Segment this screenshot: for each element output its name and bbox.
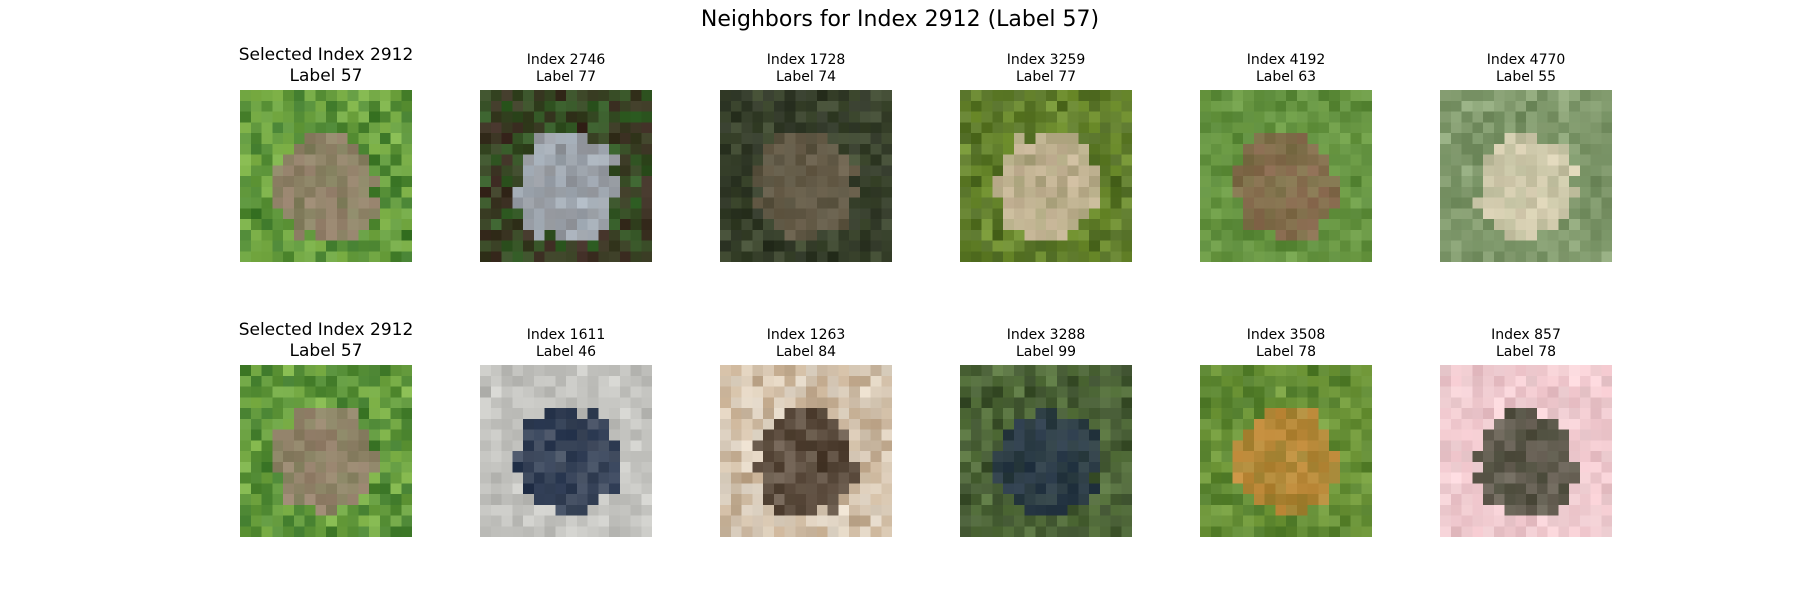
thumbnail-image [720, 365, 892, 537]
caption-index: Index 4770 [1486, 52, 1566, 68]
caption-index: Index 1611 [526, 327, 606, 343]
image-caption: Index 3508 Label 78 [1160, 327, 1412, 361]
pixelated-photo [480, 365, 652, 537]
caption-label: Label 77 [535, 69, 597, 85]
thumbnail-image [1200, 90, 1372, 262]
image-caption: Selected Index 2912 Label 57 [200, 45, 452, 87]
thumbnail-image [960, 365, 1132, 537]
pixelated-photo [1200, 365, 1372, 537]
caption-label: Label 63 [1255, 69, 1317, 85]
caption-index: Selected Index 2912 [238, 320, 414, 340]
caption-index: Index 857 [1491, 327, 1561, 343]
thumbnail-image [240, 365, 412, 537]
thumbnail-image [240, 90, 412, 262]
image-caption: Index 1263 Label 84 [680, 327, 932, 361]
image-caption: Index 2746 Label 77 [440, 52, 692, 86]
caption-index: Index 1263 [766, 327, 846, 343]
caption-label: Label 78 [1495, 344, 1557, 360]
caption-index: Index 1728 [766, 52, 846, 68]
caption-label: Label 99 [1015, 344, 1077, 360]
pixelated-photo [240, 365, 412, 537]
pixelated-photo [480, 90, 652, 262]
caption-index: Index 3508 [1246, 327, 1326, 343]
caption-label: Label 77 [1015, 69, 1077, 85]
image-caption: Index 857 Label 78 [1400, 327, 1652, 361]
thumbnail-image [1440, 90, 1612, 262]
caption-index: Index 2746 [526, 52, 606, 68]
image-caption: Index 1611 Label 46 [440, 327, 692, 361]
pixelated-photo [1440, 90, 1612, 262]
pixelated-photo [960, 365, 1132, 537]
caption-label: Label 74 [775, 69, 837, 85]
thumbnail-image [480, 365, 652, 537]
caption-index: Selected Index 2912 [238, 45, 414, 65]
image-caption: Index 1728 Label 74 [680, 52, 932, 86]
thumbnail-image [480, 90, 652, 262]
caption-index: Index 3288 [1006, 327, 1086, 343]
caption-label: Label 55 [1495, 69, 1557, 85]
thumbnail-image [720, 90, 892, 262]
image-caption: Selected Index 2912 Label 57 [200, 320, 452, 362]
pixelated-photo [240, 90, 412, 262]
pixelated-photo [720, 90, 892, 262]
pixelated-photo [1440, 365, 1612, 537]
thumbnail-image [1440, 365, 1612, 537]
caption-label: Label 84 [775, 344, 837, 360]
image-caption: Index 4770 Label 55 [1400, 52, 1652, 86]
caption-index: Index 4192 [1246, 52, 1326, 68]
image-caption: Index 4192 Label 63 [1160, 52, 1412, 86]
caption-label: Label 57 [289, 66, 363, 86]
image-caption: Index 3288 Label 99 [920, 327, 1172, 361]
figure-title: Neighbors for Index 2912 (Label 57) [700, 7, 1100, 32]
pixelated-photo [720, 365, 892, 537]
caption-label: Label 57 [289, 341, 363, 361]
caption-index: Index 3259 [1006, 52, 1086, 68]
thumbnail-image [960, 90, 1132, 262]
image-caption: Index 3259 Label 77 [920, 52, 1172, 86]
pixelated-photo [960, 90, 1132, 262]
thumbnail-image [1200, 365, 1372, 537]
pixelated-photo [1200, 90, 1372, 262]
caption-label: Label 78 [1255, 344, 1317, 360]
caption-label: Label 46 [535, 344, 597, 360]
